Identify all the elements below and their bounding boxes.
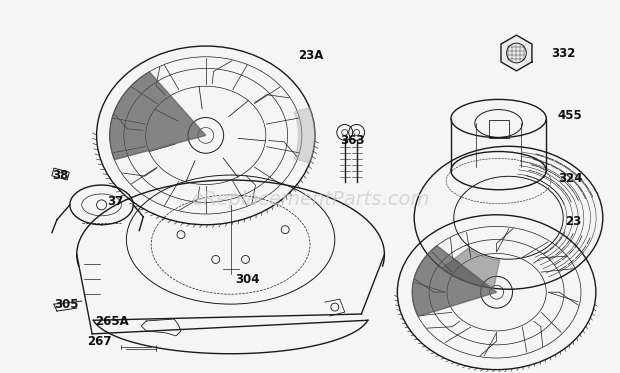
Text: 305: 305	[54, 298, 78, 311]
Text: 455: 455	[557, 109, 582, 122]
Polygon shape	[501, 35, 532, 71]
Text: 267: 267	[87, 335, 111, 348]
Polygon shape	[442, 248, 500, 288]
Bar	[52, 168, 69, 180]
Text: 304: 304	[236, 273, 260, 286]
Text: 38: 38	[52, 169, 68, 182]
Polygon shape	[294, 108, 315, 163]
Polygon shape	[412, 246, 497, 316]
Text: eReplacementParts.com: eReplacementParts.com	[191, 190, 429, 209]
Text: 23A: 23A	[298, 50, 324, 63]
Text: 332: 332	[551, 47, 575, 60]
Bar	[489, 120, 508, 138]
Polygon shape	[110, 72, 206, 160]
Text: 23: 23	[565, 215, 582, 228]
Text: 265A: 265A	[95, 316, 130, 329]
Text: 37: 37	[107, 195, 124, 209]
Text: 324: 324	[558, 172, 583, 185]
Text: 363: 363	[340, 134, 365, 147]
